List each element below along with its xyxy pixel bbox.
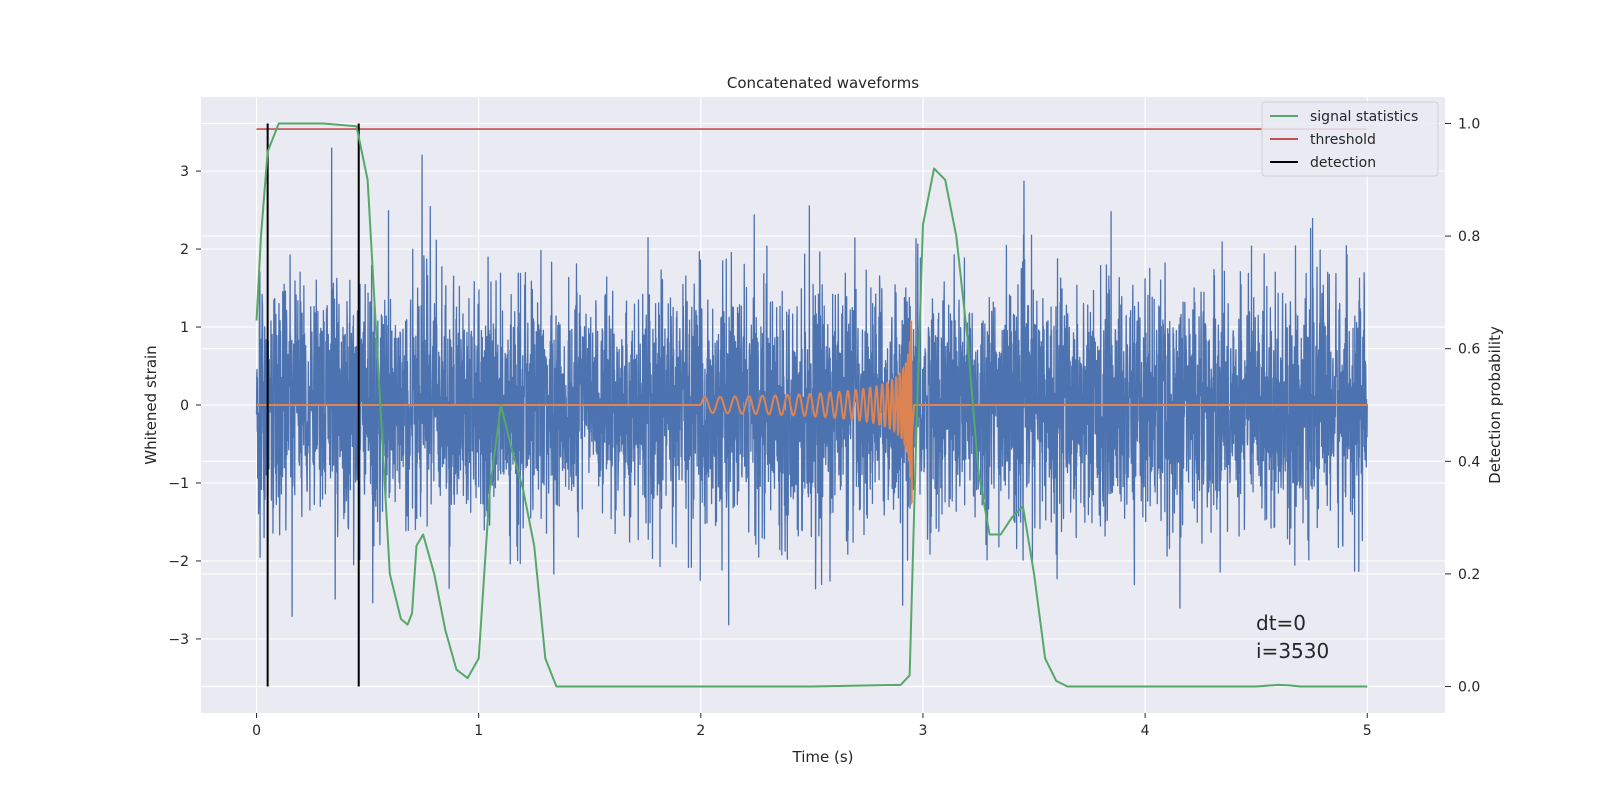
overlay-series	[255, 122, 1368, 688]
x-axis-label: Time (s)	[792, 748, 854, 766]
annotation-text: i=3530	[1256, 639, 1329, 663]
y-tick-label: 1	[180, 320, 189, 336]
y2-tick-label: 0.8	[1458, 229, 1480, 245]
annotations: dt=0 i=3530	[1256, 611, 1329, 663]
x-tick-label: 4	[1141, 723, 1150, 739]
x-tick-label: 2	[696, 723, 705, 739]
legend-label: detection	[1310, 155, 1376, 171]
y-tick-label: 0	[180, 398, 189, 414]
chirp-series	[256, 320, 1368, 506]
x-tick-label: 5	[1363, 723, 1372, 739]
x-tick-label: 3	[919, 723, 928, 739]
y2-tick-label: 0.6	[1458, 342, 1480, 358]
legend-label: signal statistics	[1310, 109, 1418, 125]
annotation-text: dt=0	[1256, 611, 1306, 635]
y2-tick-label: 0.4	[1458, 454, 1480, 470]
legend-label: threshold	[1310, 132, 1376, 148]
y-tick-label: 2	[180, 242, 189, 258]
y-tick-label: −2	[168, 554, 189, 570]
legend-box	[1261, 101, 1439, 177]
chirp-line	[256, 320, 1368, 506]
signal-statistics-line	[255, 122, 1368, 688]
x-tick-label: 0	[252, 723, 261, 739]
y-axis-label: Whitened strain	[142, 345, 160, 464]
y-tick-label: −1	[168, 476, 189, 492]
y2-tick-label: 0.0	[1458, 680, 1480, 696]
chart-title: Concatenated waveforms	[727, 74, 919, 92]
y2-tick-label: 1.0	[1458, 116, 1480, 132]
legend: signal statistics threshold detection	[1261, 101, 1439, 177]
noise-series	[255, 147, 1368, 626]
y2-tick-label: 0.2	[1458, 567, 1480, 583]
ticks: 0 1 2 3 4 5 −3 −2 −1 0 1 2 3 0.0 0.2 0.4 0.6 0.8 1.0	[168, 116, 1480, 739]
y-tick-label: −3	[168, 632, 189, 648]
y-tick-label: 3	[180, 164, 189, 180]
y2-axis-label: Detection probability	[1486, 326, 1504, 484]
noise-line	[255, 147, 1368, 626]
x-tick-label: 1	[474, 723, 483, 739]
